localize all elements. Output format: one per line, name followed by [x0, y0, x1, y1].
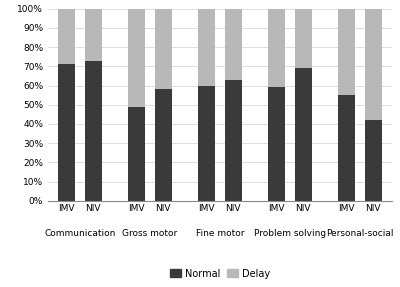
Bar: [155, 89, 172, 201]
Text: Fine motor: Fine motor: [196, 229, 244, 238]
Bar: [155, 9, 172, 89]
Bar: [128, 107, 145, 201]
Legend: Normal, Delay: Normal, Delay: [166, 265, 274, 283]
Bar: [338, 9, 356, 95]
Bar: [84, 61, 102, 201]
Bar: [295, 9, 312, 68]
Bar: [365, 9, 382, 120]
Bar: [198, 86, 215, 201]
Bar: [198, 9, 215, 86]
Bar: [225, 80, 242, 201]
Bar: [268, 88, 285, 201]
Bar: [58, 64, 75, 201]
Text: Gross motor: Gross motor: [122, 229, 178, 238]
Bar: [268, 9, 285, 88]
Bar: [338, 95, 356, 201]
Text: Communication: Communication: [44, 229, 116, 238]
Bar: [128, 9, 145, 107]
Bar: [58, 9, 75, 64]
Bar: [365, 120, 382, 201]
Bar: [295, 68, 312, 201]
Bar: [84, 9, 102, 61]
Bar: [225, 9, 242, 80]
Text: Personal-social: Personal-social: [326, 229, 394, 238]
Text: Problem solving: Problem solving: [254, 229, 326, 238]
